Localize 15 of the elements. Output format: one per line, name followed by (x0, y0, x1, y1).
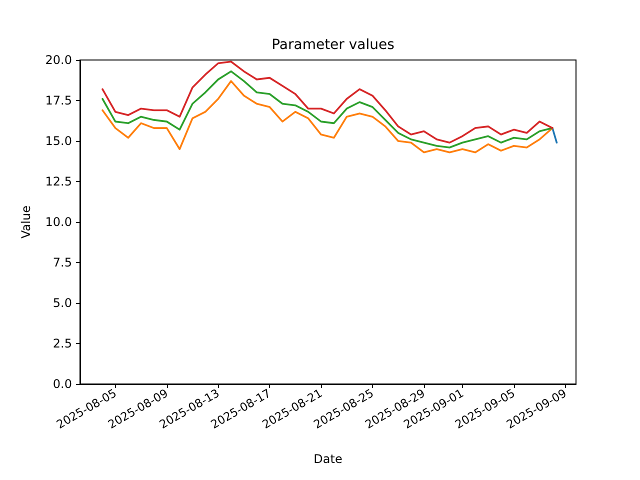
y-tick-label: 7.5 (52, 256, 72, 270)
y-tick-label: 5.0 (52, 296, 72, 310)
y-tick-label: 0.0 (52, 377, 72, 391)
y-tick-label: 17.5 (45, 94, 72, 108)
y-tick-label: 10.0 (45, 215, 72, 229)
line-series (102, 70, 554, 148)
x-axis-title: Date (314, 452, 342, 466)
y-tick-label: 12.5 (45, 174, 72, 188)
line-series (102, 80, 554, 154)
line-series (102, 60, 554, 144)
y-tick-label: 15.0 (45, 134, 72, 148)
y-tick-label: 2.5 (52, 336, 72, 350)
y-tick-label: 20.0 (45, 53, 72, 67)
y-axis-title: Value (19, 206, 33, 238)
chart-title: Parameter values (272, 37, 394, 53)
